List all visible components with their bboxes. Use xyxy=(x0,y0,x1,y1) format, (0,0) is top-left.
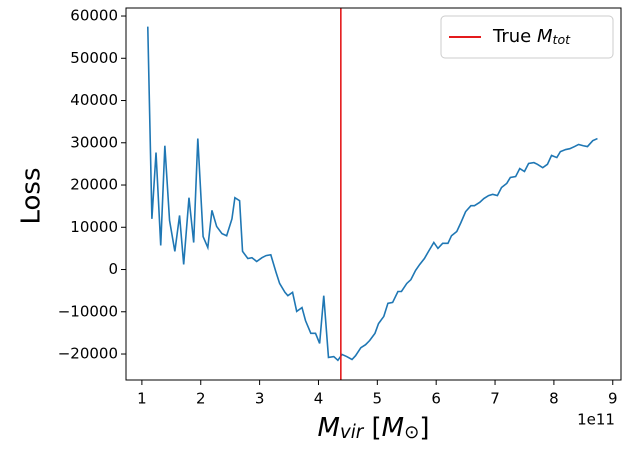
label-part: [ xyxy=(363,413,381,443)
label-part: M xyxy=(318,413,340,443)
x-tick-label: 8 xyxy=(549,390,559,408)
x-tick-label: 3 xyxy=(255,390,265,408)
x-tick-label: 4 xyxy=(314,390,324,408)
legend-box xyxy=(440,15,614,59)
legend-label: True Mtot xyxy=(492,26,571,47)
label-part: vir xyxy=(340,422,365,443)
y-axis-label: Loss xyxy=(17,167,47,224)
y-tick-label: 60000 xyxy=(70,7,118,25)
label-part: M xyxy=(382,413,404,443)
y-tick-label: 10000 xyxy=(70,218,118,236)
y-tick-label: 30000 xyxy=(70,133,118,151)
label-part: ⊙ xyxy=(404,422,419,443)
label-part: tot xyxy=(553,32,572,47)
y-tick-label: 40000 xyxy=(70,91,118,109)
y-tick-label: 0 xyxy=(108,260,118,278)
x-tick-label: 9 xyxy=(608,390,618,408)
x-tick-label: 2 xyxy=(196,390,206,408)
y-tick-label: 20000 xyxy=(70,176,118,194)
x-tick-label: 6 xyxy=(431,390,441,408)
label-part: True xyxy=(492,26,537,47)
x-tick-label: 7 xyxy=(490,390,500,408)
y-tick-label: 50000 xyxy=(70,49,118,67)
plot-frame xyxy=(125,7,622,381)
label-part: M xyxy=(537,26,553,47)
line-series xyxy=(146,26,598,362)
label-part: ] xyxy=(419,413,429,443)
y-tick-label: −20000 xyxy=(58,345,118,363)
x-tick-label: 5 xyxy=(373,390,383,408)
y-tick-label: −10000 xyxy=(58,302,118,320)
x-offset-label: 1e11 xyxy=(577,411,615,429)
x-tick-label: 1 xyxy=(137,390,147,408)
x-axis-label: Mvir [M⊙] xyxy=(318,413,430,443)
